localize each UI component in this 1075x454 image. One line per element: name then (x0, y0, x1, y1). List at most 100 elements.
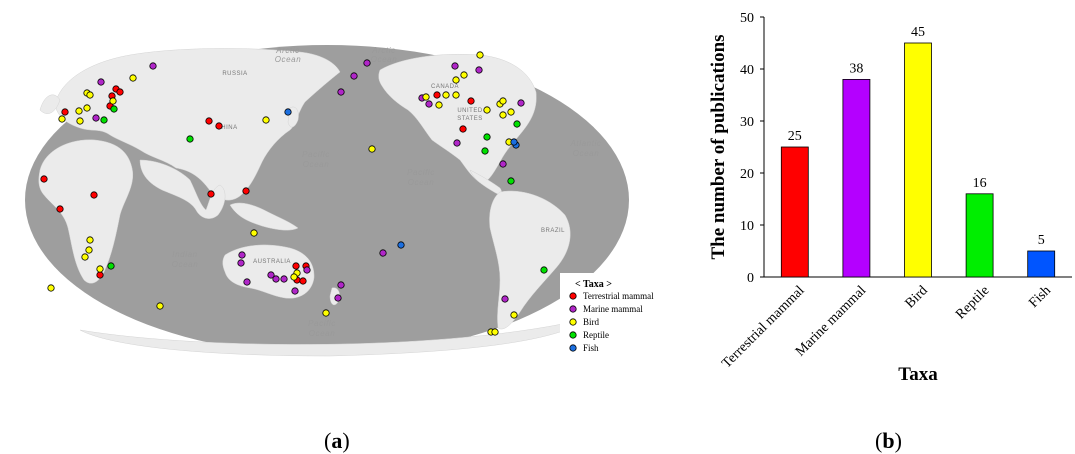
country-label-canada: CANADA (431, 84, 459, 90)
ocean-label-pacific-right: Pacific (407, 168, 435, 177)
ocean-label-pacific-south: Pacific (308, 319, 336, 328)
map-point (499, 111, 507, 119)
country-label-australia: AUSTRALIA (253, 259, 291, 265)
ocean-label-arctic-right-2: Ocean (371, 55, 398, 64)
map-point (459, 125, 467, 133)
map-point (433, 91, 441, 99)
x-tick-label: Fish (1026, 283, 1054, 311)
map-point (540, 266, 548, 274)
bar (780, 146, 809, 278)
ocean-labels: Arctic Ocean Arctic Ocean Pacific Ocean … (172, 46, 601, 338)
map-point (483, 133, 491, 141)
legend-box (560, 273, 672, 367)
map-point (81, 253, 89, 261)
data-label: 5 (1038, 233, 1045, 248)
y-tick-label: 40 (740, 63, 754, 78)
legend-label: Fish (583, 343, 599, 353)
ocean-label-pacific-right-2: Ocean (408, 178, 435, 187)
map-point (499, 160, 507, 168)
map-point (58, 115, 66, 123)
map-point (510, 311, 518, 319)
country-label-china: CHINA (216, 125, 237, 131)
map-point (337, 88, 345, 96)
map-point (129, 74, 137, 82)
bar (1027, 250, 1056, 278)
map-point (368, 145, 376, 153)
legend-marker (569, 318, 577, 326)
map-point (451, 62, 459, 70)
country-label-russia: RUSSIA (222, 71, 247, 77)
data-label: 45 (911, 25, 925, 40)
x-tick-label: Reptile (953, 283, 992, 322)
land-se-asia (229, 202, 299, 231)
map-point (397, 241, 405, 249)
map-point (280, 275, 288, 283)
data-label: 16 (973, 176, 987, 191)
map-point (334, 294, 342, 302)
map-point (96, 265, 104, 273)
y-tick-label: 0 (747, 271, 754, 286)
legend-title: < Taxa > (575, 279, 612, 290)
map-point (107, 262, 115, 270)
map-legend: < Taxa > Terrestrial mammal Marine mammal… (560, 273, 672, 367)
study-site-markers (40, 51, 548, 336)
country-label-brazil: BRAZIL (541, 228, 565, 234)
legend-items: Terrestrial mammal Marine mammal Bird Repti… (569, 291, 654, 353)
map-point (85, 246, 93, 254)
legend-marker (569, 305, 577, 313)
map-point (350, 72, 358, 80)
map-point (75, 107, 83, 115)
ocean-label-atlantic-2: Ocean (573, 149, 600, 158)
ocean-label-pacific-center-2: Ocean (303, 160, 330, 169)
map-point (435, 101, 443, 109)
map-point (238, 251, 246, 259)
map-point (215, 122, 223, 130)
ocean-label-indian: Indian (172, 250, 197, 259)
map-point (97, 78, 105, 86)
land-africa (38, 139, 134, 284)
map-point (452, 76, 460, 84)
land-antarctica (79, 317, 591, 357)
caption-b: (b) (875, 428, 902, 453)
data-label: 25 (788, 129, 802, 144)
map-point (242, 187, 250, 195)
bar (965, 193, 994, 278)
map-point (467, 97, 475, 105)
map-point (149, 62, 157, 70)
map-point (109, 97, 117, 105)
map-point (299, 277, 307, 285)
map-point (86, 236, 94, 244)
map-point (517, 99, 525, 107)
map-point (76, 117, 84, 125)
bar (842, 79, 871, 278)
bar-chart-panel: 0 10 20 30 40 50 25 Terrestrial mammal 38 Marine … (680, 0, 1075, 454)
map-point (205, 117, 213, 125)
land-west-europe (39, 94, 61, 114)
map-point (452, 91, 460, 99)
map-point (499, 97, 507, 105)
country-labels: RUSSIA CHINA CANADA UNITED STATES AUSTRA… (216, 71, 565, 265)
map-point (379, 249, 387, 257)
map-point (110, 105, 118, 113)
map-point (425, 100, 433, 108)
map-point (96, 271, 104, 279)
map-point (507, 177, 515, 185)
map-point (207, 190, 215, 198)
map-point (250, 229, 258, 237)
legend-marker (569, 331, 577, 339)
map-point (262, 116, 270, 124)
bar (904, 42, 932, 278)
map-point (460, 71, 468, 79)
map-point (92, 114, 100, 122)
y-tick-label: 30 (740, 115, 754, 130)
ocean-label-arctic-right: Arctic (371, 46, 396, 55)
x-axis-title: Taxa (898, 364, 938, 385)
map-point (513, 120, 521, 128)
map-point (86, 91, 94, 99)
map-point (291, 287, 299, 295)
y-tick-label: 50 (740, 11, 754, 26)
map-point (40, 175, 48, 183)
legend-label: Terrestrial mammal (583, 291, 654, 301)
map-point (476, 51, 484, 59)
